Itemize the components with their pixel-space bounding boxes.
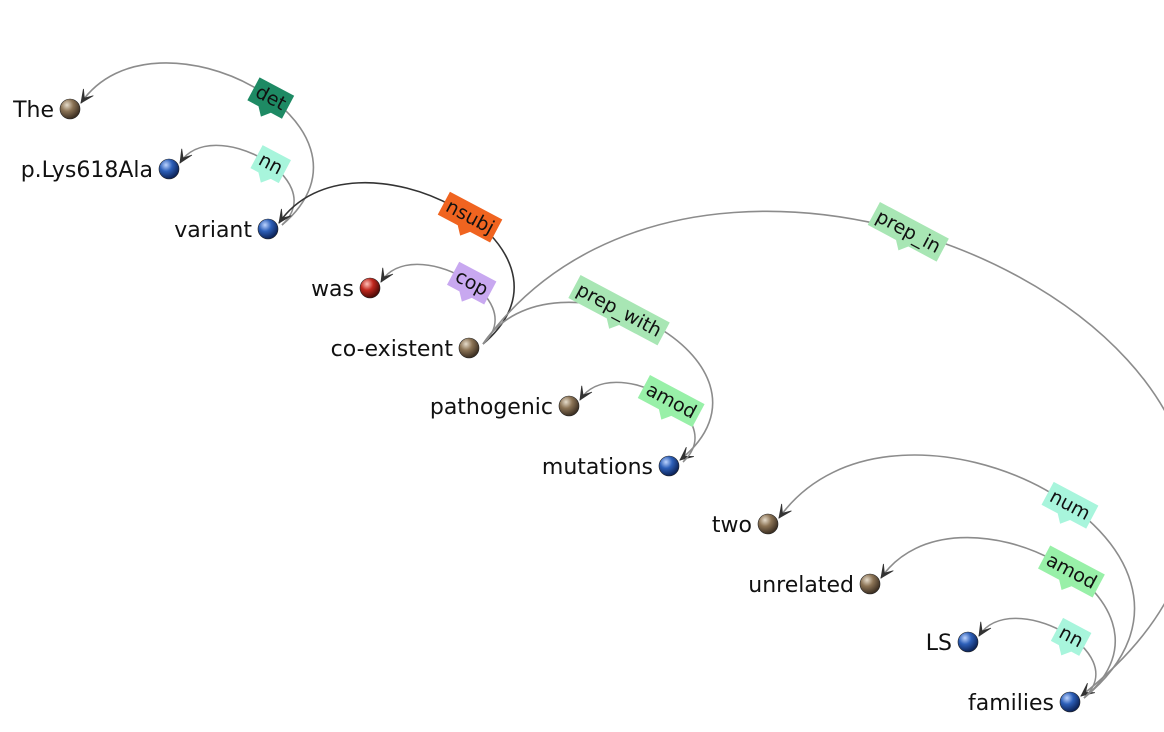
word-label: The: [12, 98, 54, 123]
relation-label-tag: [568, 275, 670, 346]
relation-prep_in-6: [482, 210, 1164, 697]
node-ball[interactable]: [558, 395, 580, 417]
relation-label-det[interactable]: det: [244, 77, 295, 125]
word-node-The[interactable]: The: [12, 98, 81, 123]
relation-label-cop[interactable]: cop: [443, 261, 497, 312]
word-node-two[interactable]: two: [712, 513, 779, 538]
word-node-was[interactable]: was: [311, 277, 381, 302]
word-label: co-existent: [331, 337, 454, 362]
word-label: pathogenic: [430, 395, 553, 420]
word-label: p.Lys618Ala: [21, 158, 153, 183]
word-node-families[interactable]: families: [968, 691, 1081, 716]
dependency-arc: [482, 210, 1164, 697]
word-label: two: [712, 513, 752, 538]
arrowhead-icon: [380, 267, 394, 283]
node-ball[interactable]: [757, 513, 779, 535]
arrowhead-icon: [1080, 683, 1096, 697]
word-label: unrelated: [748, 573, 854, 598]
relation-label-tag: [446, 261, 497, 305]
arrowhead-icon: [278, 208, 292, 224]
relation-label-nsubj[interactable]: nsubj: [434, 191, 503, 250]
relation-prep_with-4: [482, 301, 714, 461]
relation-label-tag: [247, 77, 295, 119]
node-ball[interactable]: [257, 218, 279, 240]
arrowhead-icon: [80, 88, 94, 104]
relation-label-prep_in[interactable]: prep_in: [864, 201, 949, 269]
word-label: families: [968, 691, 1054, 716]
word-node-pathogenic[interactable]: pathogenic: [430, 395, 580, 420]
word-node-unrelated[interactable]: unrelated: [748, 573, 881, 598]
relation-label-prep_with[interactable]: prep_with: [565, 275, 670, 352]
arrowhead-icon: [978, 621, 992, 637]
arrowhead-icon: [179, 148, 193, 164]
relation-nsubj-2: [278, 182, 515, 345]
relation-num-7: [778, 454, 1136, 699]
relation-label-amod[interactable]: amod: [1034, 545, 1105, 605]
relation-label-tag: [867, 201, 949, 262]
arcs-layer: [80, 62, 1164, 699]
relation-label-nn[interactable]: nn: [247, 145, 291, 190]
word-label: was: [311, 277, 354, 302]
arrowhead-icon: [679, 446, 694, 461]
relation-label-tag: [1041, 481, 1099, 529]
relation-det-0: [80, 62, 314, 226]
arrowhead-icon: [579, 385, 593, 401]
node-ball[interactable]: [59, 98, 81, 120]
word-node-p-lys618ala[interactable]: p.Lys618Ala: [21, 158, 180, 183]
arrowhead-icon: [778, 503, 792, 519]
relation-label-text: amod: [642, 379, 700, 424]
relation-label-tag: [437, 191, 503, 243]
relation-label-text: amod: [1042, 549, 1100, 594]
word-label: LS: [926, 631, 952, 656]
word-label: mutations: [542, 455, 653, 480]
dependency-arc: [778, 454, 1136, 699]
relation-label-tag: [637, 375, 705, 428]
word-node-LS[interactable]: LS: [926, 631, 979, 656]
node-ball[interactable]: [957, 631, 979, 653]
word-node-variant[interactable]: variant: [174, 218, 279, 243]
relation-label-text: nsubj: [442, 195, 498, 239]
node-ball[interactable]: [158, 158, 180, 180]
relation-label-amod[interactable]: amod: [634, 375, 705, 434]
node-ball[interactable]: [859, 573, 881, 595]
word-node-mutations[interactable]: mutations: [542, 455, 680, 480]
word-node-co-existent[interactable]: co-existent: [331, 337, 480, 362]
relation-label-tag: [1050, 617, 1092, 656]
nodes-layer: The p.Lys618Ala variant was co-existent patho…: [12, 98, 1081, 716]
node-ball[interactable]: [458, 337, 480, 359]
dependency-arc: [278, 182, 515, 345]
node-ball[interactable]: [359, 277, 381, 299]
relation-label-tag: [250, 145, 291, 184]
node-ball[interactable]: [658, 455, 680, 477]
word-label: variant: [174, 218, 252, 243]
relation-label-tag: [1038, 545, 1105, 598]
node-ball[interactable]: [1059, 691, 1081, 713]
relation-label-nn[interactable]: nn: [1047, 617, 1092, 663]
relation-label-text: prep_with: [573, 279, 665, 342]
arrowhead-icon: [880, 563, 894, 579]
dependency-arc: [80, 62, 314, 226]
dependency-arc: [482, 301, 714, 461]
